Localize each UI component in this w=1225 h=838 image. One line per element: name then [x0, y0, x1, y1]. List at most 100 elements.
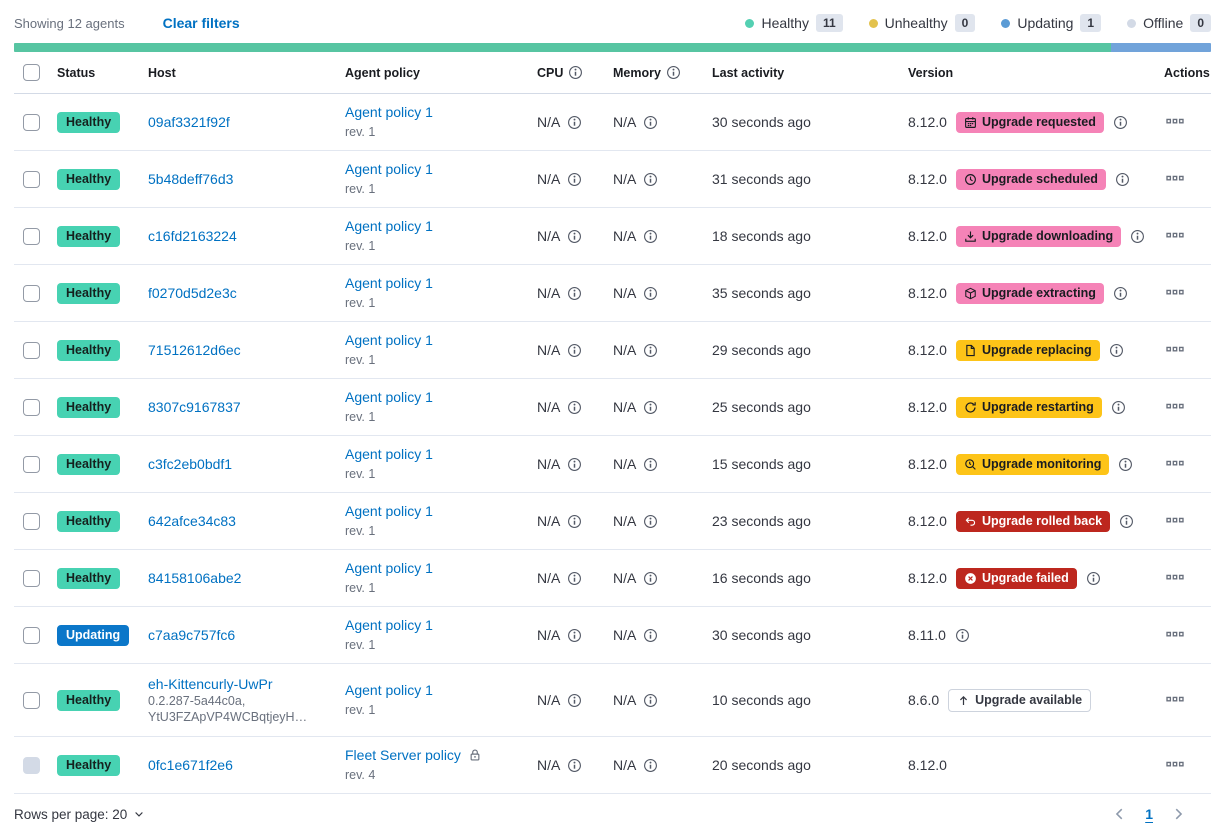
- info-icon[interactable]: [567, 457, 582, 472]
- row-actions-button[interactable]: [1164, 566, 1186, 591]
- row-actions-button[interactable]: [1164, 224, 1186, 249]
- row-actions-button[interactable]: [1164, 167, 1186, 192]
- row-checkbox[interactable]: [23, 398, 40, 416]
- row-actions-button[interactable]: [1164, 395, 1186, 420]
- info-icon[interactable]: [567, 115, 582, 130]
- agent-policy-link[interactable]: Agent policy 1: [345, 617, 433, 633]
- info-icon[interactable]: [1115, 172, 1130, 187]
- row-actions-button[interactable]: [1164, 110, 1186, 135]
- row-checkbox[interactable]: [23, 569, 40, 587]
- host-link[interactable]: 5b48deff76d3: [148, 171, 234, 187]
- agent-policy-link[interactable]: Agent policy 1: [345, 682, 433, 698]
- row-actions-button[interactable]: [1164, 753, 1186, 778]
- legend-item-updating[interactable]: Updating 1: [1001, 14, 1102, 32]
- host-link[interactable]: eh-Kittencurly-UwPr: [148, 676, 273, 692]
- host-link[interactable]: 8307c9167837: [148, 399, 241, 415]
- agent-policy-link[interactable]: Agent policy 1: [345, 560, 433, 576]
- info-icon[interactable]: [1113, 286, 1128, 301]
- column-header-host[interactable]: Host: [148, 65, 176, 80]
- rows-per-page-selector[interactable]: Rows per page: 20: [14, 807, 145, 822]
- column-header-memory[interactable]: Memory: [613, 65, 712, 80]
- host-link[interactable]: f0270d5d2e3c: [148, 285, 237, 301]
- agent-policy-link[interactable]: Agent policy 1: [345, 332, 433, 348]
- info-icon[interactable]: [643, 343, 658, 358]
- row-checkbox[interactable]: [23, 512, 40, 530]
- host-link[interactable]: c7aa9c757fc6: [148, 627, 236, 643]
- column-header-version[interactable]: Version: [908, 65, 954, 80]
- row-checkbox[interactable]: [23, 691, 40, 709]
- row-actions-button[interactable]: [1164, 281, 1186, 306]
- info-icon[interactable]: [1118, 457, 1133, 472]
- info-icon[interactable]: [643, 286, 658, 301]
- agent-policy-link[interactable]: Fleet Server policy: [345, 747, 461, 763]
- info-icon[interactable]: [567, 571, 582, 586]
- info-icon[interactable]: [643, 229, 658, 244]
- agent-policy-link[interactable]: Agent policy 1: [345, 104, 433, 120]
- row-checkbox[interactable]: [23, 170, 40, 188]
- page-number-1[interactable]: 1: [1145, 806, 1153, 822]
- host-link[interactable]: c3fc2eb0bdf1: [148, 456, 233, 472]
- info-icon[interactable]: [666, 65, 681, 80]
- info-icon[interactable]: [567, 343, 582, 358]
- row-actions-button[interactable]: [1164, 509, 1186, 534]
- info-icon[interactable]: [955, 628, 970, 643]
- host-link[interactable]: 642afce34c83: [148, 513, 236, 529]
- info-icon[interactable]: [643, 693, 658, 708]
- host-link[interactable]: 0fc1e671f2e6: [148, 757, 233, 773]
- legend-item-healthy[interactable]: Healthy 11: [745, 14, 843, 32]
- row-actions-button[interactable]: [1164, 688, 1186, 713]
- info-icon[interactable]: [567, 514, 582, 529]
- info-icon[interactable]: [643, 758, 658, 773]
- info-icon[interactable]: [1119, 514, 1134, 529]
- agent-policy-link[interactable]: Agent policy 1: [345, 446, 433, 462]
- row-checkbox[interactable]: [23, 341, 40, 359]
- info-icon[interactable]: [1130, 229, 1145, 244]
- info-icon[interactable]: [1109, 343, 1124, 358]
- info-icon[interactable]: [567, 400, 582, 415]
- column-header-status[interactable]: Status: [57, 65, 96, 80]
- row-checkbox[interactable]: [23, 284, 40, 302]
- next-page-button[interactable]: [1171, 807, 1185, 821]
- row-actions-button[interactable]: [1164, 452, 1186, 477]
- info-icon[interactable]: [643, 628, 658, 643]
- legend-item-unhealthy[interactable]: Unhealthy 0: [868, 14, 976, 32]
- info-icon[interactable]: [567, 693, 582, 708]
- row-checkbox[interactable]: [23, 113, 40, 131]
- column-header-agent-policy[interactable]: Agent policy: [345, 65, 421, 80]
- info-icon[interactable]: [643, 514, 658, 529]
- row-checkbox[interactable]: [23, 455, 40, 473]
- host-link[interactable]: c16fd2163224: [148, 228, 237, 244]
- info-icon[interactable]: [1111, 400, 1126, 415]
- row-checkbox[interactable]: [23, 626, 40, 644]
- host-link[interactable]: 09af3321f92f: [148, 114, 230, 130]
- row-actions-button[interactable]: [1164, 338, 1186, 363]
- row-actions-button[interactable]: [1164, 623, 1186, 648]
- agent-policy-link[interactable]: Agent policy 1: [345, 503, 433, 519]
- agent-policy-link[interactable]: Agent policy 1: [345, 389, 433, 405]
- info-icon[interactable]: [567, 628, 582, 643]
- info-icon[interactable]: [568, 65, 583, 80]
- info-icon[interactable]: [643, 571, 658, 586]
- info-icon[interactable]: [643, 115, 658, 130]
- info-icon[interactable]: [567, 286, 582, 301]
- info-icon[interactable]: [643, 457, 658, 472]
- legend-item-offline[interactable]: Offline 0: [1127, 14, 1211, 32]
- column-header-cpu[interactable]: CPU: [537, 65, 613, 80]
- clear-filters-link[interactable]: Clear filters: [162, 15, 240, 31]
- agent-policy-link[interactable]: Agent policy 1: [345, 161, 433, 177]
- agent-policy-link[interactable]: Agent policy 1: [345, 275, 433, 291]
- info-icon[interactable]: [567, 172, 582, 187]
- info-icon[interactable]: [567, 758, 582, 773]
- agent-policy-link[interactable]: Agent policy 1: [345, 218, 433, 234]
- host-link[interactable]: 84158106abe2: [148, 570, 242, 586]
- info-icon[interactable]: [567, 229, 582, 244]
- column-header-last-activity[interactable]: Last activity: [712, 65, 785, 80]
- info-icon[interactable]: [643, 172, 658, 187]
- previous-page-button[interactable]: [1113, 807, 1127, 821]
- select-all-checkbox[interactable]: [23, 64, 40, 81]
- info-icon[interactable]: [1086, 571, 1101, 586]
- host-link[interactable]: 71512612d6ec: [148, 342, 241, 358]
- info-icon[interactable]: [643, 400, 658, 415]
- row-checkbox[interactable]: [23, 227, 40, 245]
- info-icon[interactable]: [1113, 115, 1128, 130]
